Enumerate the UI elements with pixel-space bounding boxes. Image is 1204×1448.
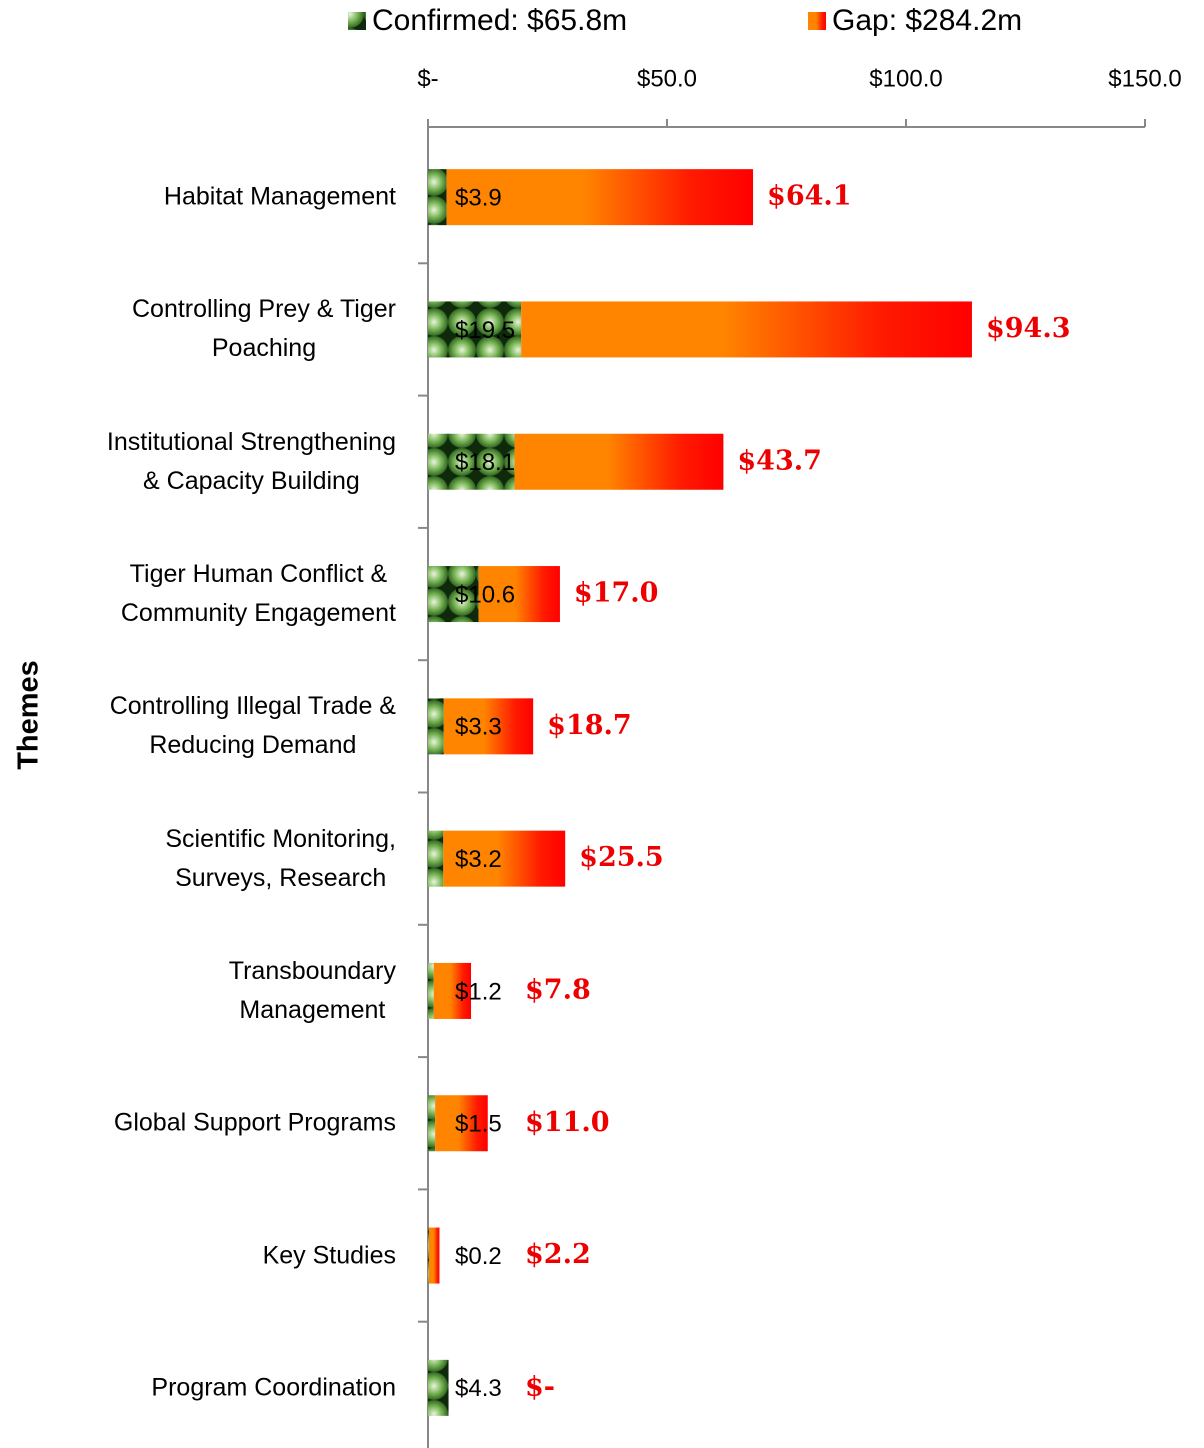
bar-segment	[428, 433, 515, 490]
category-label: Controlling Illegal Trade & Reducing Dem…	[109, 692, 396, 760]
bar-segment	[433, 962, 472, 1019]
bar-segment	[428, 1095, 436, 1152]
confirmed-label: $1.2	[455, 978, 502, 1005]
bar-segment	[435, 1095, 488, 1152]
axis-label: Themes	[13, 660, 45, 770]
gap-label: $94.3	[986, 313, 1071, 344]
confirmed-label: $19.5	[455, 317, 515, 344]
category-label: Habitat Management	[163, 182, 396, 211]
bar-segment	[428, 1227, 440, 1284]
category-label: Institutional Strengthening & Capacity B…	[106, 427, 396, 495]
bar-segment	[514, 433, 724, 490]
category-label: Key Studies	[262, 1241, 396, 1270]
bar-segment	[428, 301, 522, 358]
confirmed-label: $0.2	[455, 1243, 502, 1270]
confirmed-label: $10.6	[455, 581, 515, 608]
bar-segment	[428, 830, 444, 887]
legend-swatch	[808, 12, 826, 30]
category-label: Tiger Human Conflict & Community Engagem…	[120, 560, 396, 628]
bar-segment	[443, 698, 534, 755]
bar-segment	[428, 698, 444, 755]
gap-label: $-	[525, 1371, 555, 1402]
gap-label: $11.0	[525, 1107, 610, 1138]
gap-label: $7.8	[525, 974, 591, 1005]
gap-label: $17.0	[574, 578, 659, 609]
bar-segment	[521, 301, 972, 358]
gap-label: $64.1	[767, 181, 852, 212]
confirmed-label: $18.1	[455, 449, 515, 476]
category-label: Controlling Prey & Tiger Poaching	[131, 295, 396, 363]
x-tick-label: $150.0	[1108, 65, 1181, 92]
gap-label: $18.7	[547, 710, 632, 741]
category-label: Global Support Programs	[113, 1108, 396, 1137]
confirmed-label: $3.2	[455, 846, 502, 873]
category-label: Transboundary Management	[228, 956, 396, 1024]
bar-segment	[428, 1227, 429, 1284]
legend-swatch	[348, 12, 366, 30]
legend-label: Confirmed: $65.8m	[372, 4, 627, 37]
x-tick-label: $50.0	[637, 65, 697, 92]
bar-segment	[428, 566, 479, 623]
bar-segment	[478, 566, 560, 623]
bar-segment	[428, 169, 447, 226]
gap-label: $25.5	[579, 842, 664, 873]
bar-segment	[443, 830, 566, 887]
x-tick-label: $100.0	[869, 65, 942, 92]
gap-label: $43.7	[737, 445, 822, 476]
bar-segment	[428, 1359, 449, 1416]
confirmed-label: $1.5	[455, 1111, 502, 1138]
x-tick-label: $-	[417, 65, 438, 92]
confirmed-label: $3.3	[455, 714, 502, 741]
bar-segment	[428, 962, 434, 1019]
category-label: Scientific Monitoring, Surveys, Research	[165, 824, 396, 892]
gap-label: $2.2	[525, 1239, 591, 1270]
confirmed-label: $3.9	[455, 184, 502, 211]
legend-label: Gap: $284.2m	[832, 4, 1022, 37]
confirmed-label: $4.3	[455, 1375, 502, 1402]
category-label: Program Coordination	[151, 1373, 396, 1402]
bar-segment	[446, 169, 754, 226]
